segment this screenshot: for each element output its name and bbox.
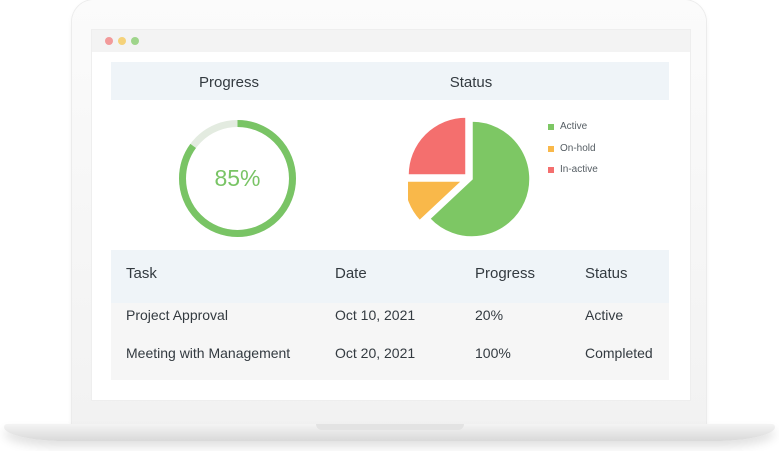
legend-swatch-on-hold: [548, 146, 554, 152]
maximize-window-button[interactable]: [131, 37, 139, 45]
pie-slice-on-hold: [408, 180, 464, 222]
legend-item-on-hold: On-hold: [548, 143, 628, 157]
table-cell-status: Active: [585, 307, 624, 323]
dashboard-header-band: [111, 62, 669, 100]
legend-label-active: Active: [560, 121, 588, 132]
column-header-date[interactable]: Date: [335, 265, 367, 282]
column-header-progress[interactable]: Progress: [475, 265, 536, 282]
legend-label-on-hold: On-hold: [560, 143, 596, 154]
table-header-row: Task Date Progress Status: [111, 250, 669, 303]
progress-ring: [179, 120, 296, 237]
task-table: Task Date Progress Status Project Approv…: [111, 250, 669, 380]
table-cell-progress: 100%: [475, 345, 511, 361]
pie-slice-active: [428, 120, 531, 238]
legend-item-in-active: In-active: [548, 164, 628, 178]
table-cell-date: Oct 20, 2021: [335, 345, 416, 361]
progress-title: Progress: [198, 74, 260, 91]
legend-swatch-active: [548, 124, 554, 130]
close-window-button[interactable]: [105, 37, 113, 45]
legend-label-in-active: In-active: [560, 164, 598, 175]
legend-swatch-in-active: [548, 167, 554, 173]
table-cell-task: Project Approval: [126, 307, 228, 323]
table-cell-progress: 20%: [475, 307, 504, 323]
laptop-notch: [316, 424, 464, 430]
column-header-task[interactable]: Task: [126, 265, 157, 282]
progress-ring-fill: [179, 120, 296, 237]
window-titlebar: [92, 30, 690, 52]
table-cell-date: Oct 10, 2021: [335, 307, 416, 323]
app-window: Progress Status 85% Active On-hold In-ac…: [92, 30, 690, 400]
pie-slice-in-active: [408, 116, 467, 176]
status-title: Status: [449, 74, 493, 91]
minimize-window-button[interactable]: [118, 37, 126, 45]
column-header-status[interactable]: Status: [585, 265, 628, 282]
table-cell-task: Meeting with Management: [126, 345, 291, 361]
legend-item-active: Active: [548, 121, 628, 135]
progress-value: 85%: [214, 165, 261, 191]
status-pie-chart: [408, 116, 531, 238]
table-cell-status: Completed: [585, 345, 653, 361]
laptop-base: [4, 424, 775, 441]
